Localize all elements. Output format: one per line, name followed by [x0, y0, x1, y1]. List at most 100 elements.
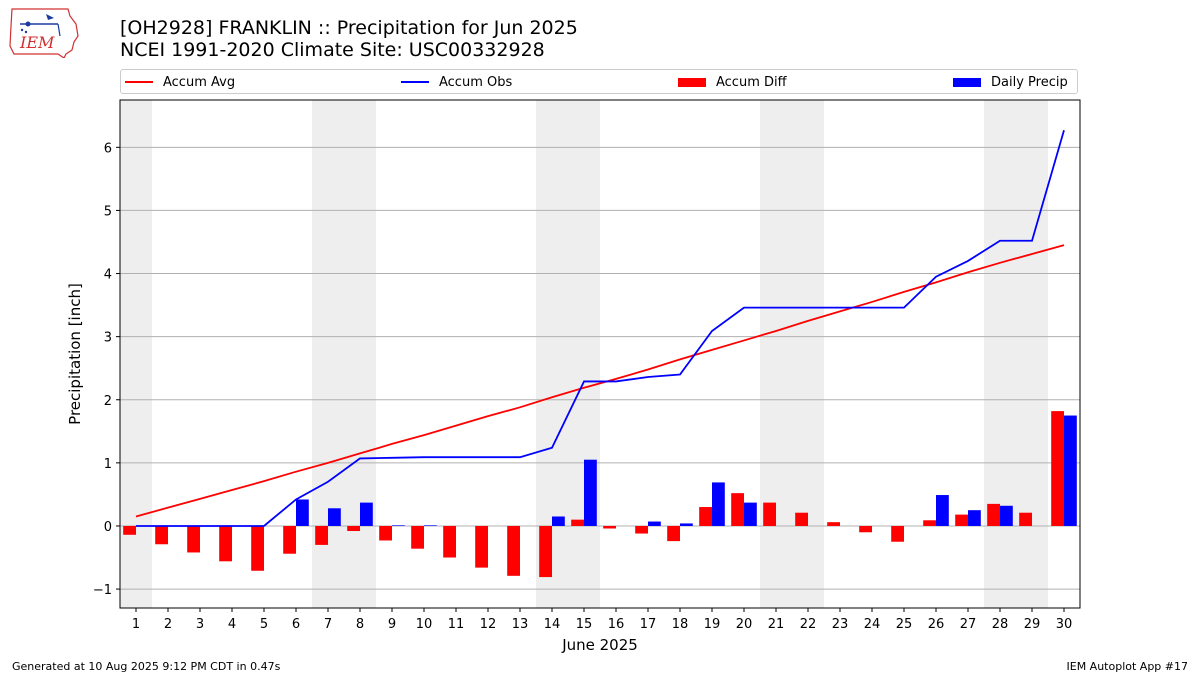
x-axis-label: June 2025 [561, 636, 638, 654]
daily-precip-bar [328, 508, 341, 526]
accum-diff-bar [411, 525, 424, 549]
daily-precip-bar [296, 499, 309, 526]
daily-precip-bar [552, 516, 565, 526]
legend-swatch-accum-obs [401, 81, 429, 83]
x-tick-label: 12 [480, 617, 497, 632]
accum-diff-bar [987, 503, 1000, 526]
autoplot-app-label: IEM Autoplot App #17 [1066, 660, 1189, 673]
x-tick-label: 3 [196, 617, 204, 632]
accum-diff-bar [251, 525, 264, 571]
legend-swatch-accum-diff [678, 77, 706, 87]
daily-precip-bar [360, 502, 373, 526]
legend-swatch-accum-avg [125, 81, 153, 83]
accum-diff-bar [571, 519, 584, 526]
x-tick-label: 1 [132, 617, 140, 632]
accum-diff-bar [891, 525, 904, 542]
accum-diff-bar [283, 525, 296, 554]
iem-logo-icon [9, 8, 79, 58]
x-tick-label: 14 [544, 617, 561, 632]
y-tick-label: 1 [104, 457, 112, 472]
x-tick-label: 10 [416, 617, 433, 632]
accum-diff-bar [379, 525, 392, 541]
daily-precip-bar [648, 521, 661, 526]
iem-logo: IEM [9, 8, 79, 58]
legend-item-accum-avg: Accum Avg [125, 73, 235, 91]
accum-avg-line [135, 244, 1065, 518]
x-tick-label: 21 [768, 617, 785, 632]
generated-timestamp: Generated at 10 Aug 2025 9:12 PM CDT in … [12, 660, 281, 673]
y-tick-label: 5 [104, 204, 112, 219]
chart-legend: Accum Avg Accum Obs Accum Diff Daily Pre… [120, 69, 1078, 94]
x-tick-label: 23 [832, 617, 849, 632]
accum-obs-line [136, 130, 1065, 527]
legend-item-accum-diff: Accum Diff [678, 73, 787, 91]
x-tick-label: 20 [736, 617, 753, 632]
chart-title: [OH2928] FRANKLIN :: Precipitation for J… [120, 17, 578, 39]
x-tick-label: 18 [672, 617, 689, 632]
x-tick-label: 27 [960, 617, 977, 632]
x-tick-label: 30 [1056, 617, 1073, 632]
x-tick-label: 5 [260, 617, 268, 632]
daily-precip-bar [584, 459, 597, 526]
y-tick-label: 0 [104, 520, 112, 535]
daily-precip-bar [1064, 415, 1077, 526]
legend-swatch-daily-precip [953, 77, 981, 87]
daily-precip-bar [744, 502, 757, 526]
chart-subtitle: NCEI 1991-2020 Climate Site: USC00332928 [120, 39, 545, 61]
legend-item-accum-obs: Accum Obs [401, 73, 512, 91]
weekend-band [984, 100, 1048, 608]
accum-diff-bar [315, 525, 328, 545]
logo-text: IEM [19, 33, 55, 52]
x-tick-label: 2 [164, 617, 172, 632]
accum-diff-bar [731, 493, 744, 526]
y-tick-label: 4 [104, 268, 112, 283]
x-tick-label: 22 [800, 617, 817, 632]
x-tick-label: 29 [1024, 617, 1041, 632]
accum-diff-bar [187, 525, 200, 553]
accum-diff-bar [443, 525, 456, 558]
y-tick-label: −1 [93, 583, 112, 598]
accum-diff-bar [539, 525, 552, 578]
weekend-band [760, 100, 824, 608]
accum-diff-bar [475, 525, 488, 568]
accum-diff-bar [699, 507, 712, 526]
x-tick-label: 13 [512, 617, 529, 632]
accum-diff-bar [507, 525, 520, 576]
x-tick-label: 28 [992, 617, 1009, 632]
x-tick-label: 8 [356, 617, 364, 632]
accum-diff-bar [635, 525, 648, 534]
y-tick-label: 3 [104, 331, 112, 346]
accum-diff-bar [827, 522, 840, 526]
x-tick-label: 4 [228, 617, 236, 632]
x-tick-label: 17 [640, 617, 657, 632]
accum-diff-bar [219, 525, 232, 562]
plot-frame [119, 99, 1081, 609]
accum-diff-bar [763, 502, 776, 526]
accum-diff-bar [667, 525, 680, 542]
legend-label-daily-precip: Daily Precip [991, 74, 1068, 90]
x-tick-label: 16 [608, 617, 625, 632]
accum-diff-bar [1019, 512, 1032, 526]
weekend-band [120, 100, 152, 608]
daily-precip-bar [424, 525, 437, 526]
y-tick-label: 6 [104, 141, 112, 156]
x-tick-label: 24 [864, 617, 881, 632]
x-tick-label: 25 [896, 617, 913, 632]
daily-precip-bar [936, 495, 949, 526]
accum-diff-bar [955, 514, 968, 526]
y-axis-label: Precipitation [inch] [66, 283, 84, 425]
legend-label-accum-avg: Accum Avg [163, 74, 236, 90]
accum-diff-bar [347, 525, 360, 532]
accum-diff-bar [603, 525, 616, 529]
accum-diff-bar [859, 525, 872, 533]
y-tick-label: 2 [104, 394, 112, 409]
accum-diff-bar [123, 525, 136, 535]
x-tick-label: 11 [448, 617, 465, 632]
daily-precip-bar [968, 510, 981, 526]
x-tick-label: 26 [928, 617, 945, 632]
accum-diff-bar [923, 520, 936, 526]
x-tick-label: 9 [388, 617, 396, 632]
legend-label-accum-obs: Accum Obs [439, 74, 513, 90]
